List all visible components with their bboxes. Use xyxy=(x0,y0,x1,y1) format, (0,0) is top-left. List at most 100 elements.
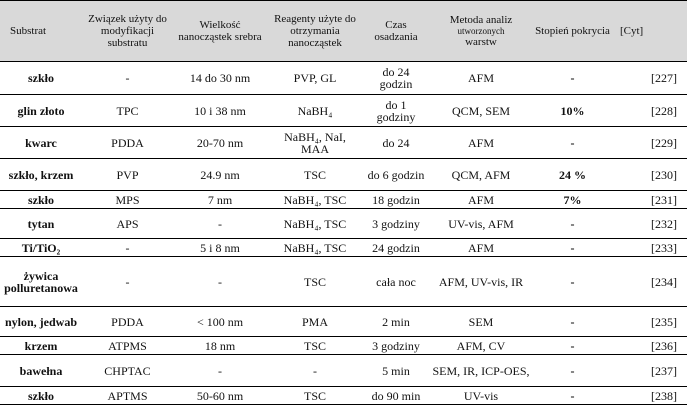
cell-czas: 3 godziny xyxy=(363,208,429,239)
cell-zwiazek: ATPMS xyxy=(82,336,173,355)
cell-substrat-text: kwarc xyxy=(25,135,57,150)
cell-metoda-text: AFM, CV xyxy=(456,338,506,353)
cell-reagenty: NaBH₄, TSC xyxy=(267,190,363,209)
cell-zwiazek-text: TPC xyxy=(116,103,139,118)
cell-cyt-text: [234] xyxy=(651,274,677,289)
cell-wielkosc-text: - xyxy=(218,363,222,378)
cell-czas: 5 min xyxy=(363,354,429,387)
cell-stopien-text: - xyxy=(570,274,575,289)
table-row: nylon, jedwab PDDA < 100 nm PMA 2 min SEM - [23… xyxy=(0,306,687,337)
cell-reagenty: NaBH₄, NaI, MAA xyxy=(267,126,363,159)
header-row: Substrat Związek użyty do modyfikacji su… xyxy=(0,0,687,62)
cell-zwiazek: APTMS xyxy=(82,386,173,405)
header-metoda: Metoda analiz utworzonych warstw xyxy=(429,0,533,62)
cell-wielkosc: - xyxy=(173,208,267,239)
cell-stopien-text: - xyxy=(570,363,575,378)
cell-substrat-text: szkło xyxy=(27,71,54,85)
header-metoda-line-1: Metoda analiz xyxy=(449,14,513,26)
cell-wielkosc-text: 7 nm xyxy=(207,192,233,207)
cell-substrat-text: szkło xyxy=(27,192,54,207)
cell-czas-text: 3 godziny xyxy=(372,216,420,231)
cell-wielkosc-text: - xyxy=(218,216,222,231)
cell-wielkosc-text: 24.9 nm xyxy=(200,167,240,182)
cell-metoda-text: UV-vis, AFM xyxy=(448,216,514,231)
cell-metoda-text: AFM xyxy=(467,71,494,85)
cell-stopien: - xyxy=(533,126,612,159)
cell-substrat: nylon, jedwab xyxy=(0,306,82,337)
cell-czas: do 1 godziny xyxy=(363,94,429,127)
cell-cyt-text: [230] xyxy=(651,167,677,182)
cell-reagenty-text: NaBH₄, NaI, MAA xyxy=(284,129,346,156)
cell-stopien-text: 10% xyxy=(560,103,585,118)
table-row: szkło - 14 do 30 nm PVP, GL do 24 godzin AFM -… xyxy=(0,61,687,95)
cell-substrat-text: tytan xyxy=(27,216,55,231)
cell-wielkosc: 10 i 38 nm xyxy=(173,94,267,127)
cell-substrat: Ti/TiO₂ xyxy=(0,238,82,257)
cell-czas-text: do 1 godziny xyxy=(376,97,416,124)
cell-cyt-text: [237] xyxy=(651,363,677,378)
cell-substrat-text: żywica polluretanowa xyxy=(4,268,78,295)
cell-metoda-text: SEM, IR, ICP-OES, xyxy=(432,363,530,378)
cell-metoda: AFM xyxy=(429,190,533,209)
cell-cyt: [231] xyxy=(612,190,687,209)
cell-cyt-text: [232] xyxy=(651,216,677,231)
table-row: żywica polluretanowa - - TSC cała noc AFM, UV… xyxy=(0,256,687,307)
cell-substrat: bawełna xyxy=(0,354,82,387)
cell-substrat-text: szkło xyxy=(27,388,54,403)
cell-wielkosc-text: - xyxy=(218,274,222,289)
cell-stopien: - xyxy=(533,256,612,307)
header-metoda-line-2: utworzonych xyxy=(457,26,505,36)
cell-substrat-text: Ti/TiO₂ xyxy=(21,240,61,255)
cell-czas: do 90 min xyxy=(363,386,429,405)
cell-stopien-text: 24 % xyxy=(559,167,586,182)
cell-stopien-text: - xyxy=(570,135,575,150)
cell-czas-text: do 24 xyxy=(382,135,410,150)
cell-zwiazek: - xyxy=(82,256,173,307)
cell-reagenty-text: NaBH₄, TSC xyxy=(283,192,347,207)
cell-stopien: - xyxy=(533,238,612,257)
header-cyt: [Cyt] xyxy=(612,0,687,62)
cell-wielkosc-text: < 100 nm xyxy=(196,314,244,329)
cell-wielkosc-text: 20-70 nm xyxy=(196,135,244,150)
cell-wielkosc: 7 nm xyxy=(173,190,267,209)
cell-zwiazek-text: MPS xyxy=(115,192,140,207)
cell-wielkosc-text: 14 do 30 nm xyxy=(189,71,251,85)
cell-reagenty-text: NaBH₄, TSC xyxy=(283,240,347,255)
cell-czas-text: do 24 godzin xyxy=(379,65,413,91)
header-reagenty: Reagenty użyte do otrzymania nanocząstek xyxy=(267,0,363,62)
cell-zwiazek: CHPTAC xyxy=(82,354,173,387)
cell-metoda-text: QCM, SEM xyxy=(451,103,510,118)
cell-cyt-text: [235] xyxy=(651,314,677,329)
table-row: kwarc PDDA 20-70 nm NaBH₄, NaI, MAA do 24 AFM… xyxy=(0,126,687,159)
cell-cyt: [229] xyxy=(612,126,687,159)
cell-czas: 3 godziny xyxy=(363,336,429,355)
cell-czas: cała noc xyxy=(363,256,429,307)
cell-reagenty: - xyxy=(267,354,363,387)
cell-reagenty: NaBH₄, TSC xyxy=(267,208,363,239)
cell-metoda: SEM, IR, ICP-OES, xyxy=(429,354,533,387)
cell-stopien-text: - xyxy=(570,240,575,255)
cell-metoda-text: AFM xyxy=(467,240,494,255)
cell-metoda: QCM, AFM xyxy=(429,158,533,191)
cell-czas-text: do 90 min xyxy=(371,388,421,403)
cell-czas-text: 5 min xyxy=(382,363,410,378)
cell-wielkosc-text: 50-60 nm xyxy=(196,388,244,403)
cell-stopien-text: - xyxy=(570,216,575,231)
cell-reagenty: NaBH₄ xyxy=(267,94,363,127)
cell-cyt: [237] xyxy=(612,354,687,387)
cell-cyt: [236] xyxy=(612,336,687,355)
cell-wielkosc-text: 18 nm xyxy=(204,338,236,353)
cell-zwiazek-text: - xyxy=(125,240,130,255)
cell-wielkosc: - xyxy=(173,256,267,307)
header-czas: Czas osadzania xyxy=(363,0,429,62)
cell-metoda: UV-vis xyxy=(429,386,533,405)
cell-wielkosc-text: 10 i 38 nm xyxy=(194,103,246,118)
cell-metoda-text: UV-vis xyxy=(463,388,499,403)
cell-zwiazek-text: PDDA xyxy=(111,314,144,329)
cell-cyt: [234] xyxy=(612,256,687,307)
cell-zwiazek-text: - xyxy=(125,274,130,289)
cell-reagenty-text: TSC xyxy=(303,338,326,353)
table-row: Ti/TiO₂ - 5 i 8 nm NaBH₄, TSC 24 godzin AFM - [… xyxy=(0,238,687,257)
cell-metoda: AFM xyxy=(429,61,533,95)
